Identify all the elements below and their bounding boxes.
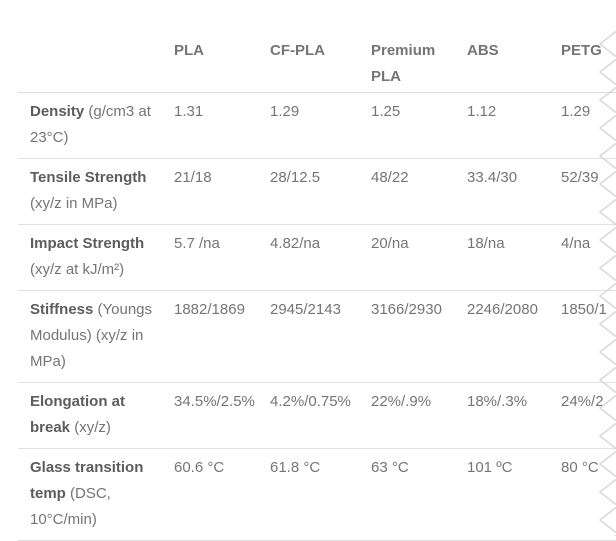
property-label: Stiffness (Youngs Modulus) (xy/z in MPa) [18,291,174,382]
property-name: Elongation at break [30,393,125,436]
value-cell: 33.4/30 [467,169,518,186]
value-cell: 52/39 [561,169,599,186]
column-header-cf-pla: CF-PLA [270,42,325,59]
property-detail: (xy/z) [70,419,111,436]
property-detail: (g/cm3 at 23°C) [30,103,151,146]
value-cell: 24%/2 [561,393,604,410]
property-detail: (Youngs Modulus) (xy/z in MPa) [30,301,153,370]
value-cell: 28/12.5 [270,169,321,186]
property-detail: (DSC, 10°C/min) [30,485,111,528]
table-row-stiffness: Stiffness (Youngs Modulus) (xy/z in MPa)… [18,291,616,383]
value-cell: 1.25 [371,103,401,120]
value-cell: 1850/1 [561,301,607,318]
value-cell: 63 °C [371,459,409,476]
value-cell: 34.5%/2.5% [174,393,255,410]
value-cell: 21/18 [174,169,212,186]
property-detail: (xy/z in MPa) [30,195,118,212]
value-cell: 61.8 °C [270,459,321,476]
value-cell: 2246/2080 [467,301,538,318]
value-cell: 20/na [371,235,409,252]
property-name: Stiffness [30,301,94,318]
value-cell: 1.29 [561,103,591,120]
column-header-pla: PLA [174,42,204,59]
value-cell: 48/22 [371,169,409,186]
value-cell: 2945/2143 [270,301,341,318]
property-name: Density [30,103,85,120]
property-name: Tensile Strength [30,169,147,186]
property-detail: (xy/z at kJ/m²) [30,261,125,278]
property-label: Elongation at break (xy/z) [18,383,174,448]
value-cell: 4.82/na [270,235,321,252]
value-cell: 80 °C [561,459,599,476]
value-cell: 60.6 °C [174,459,225,476]
column-header-petg: PETG [561,42,602,59]
value-cell: 18%/.3% [467,393,528,410]
value-cell: 22%/.9% [371,393,432,410]
column-header-premium-pla: Premium PLA [371,42,436,85]
property-name: Glass transition temp [30,459,144,502]
materials-comparison-table: PLA CF-PLA Premium PLA ABS PETG Density … [18,0,616,541]
column-header-abs: ABS [467,42,499,59]
value-cell: 1.31 [174,103,204,120]
property-label: Density (g/cm3 at 23°C) [18,93,174,158]
table-header-row: PLA CF-PLA Premium PLA ABS PETG [18,38,616,93]
value-cell: 101 ºC [467,459,513,476]
table-row-impact-strength: Impact Strength (xy/z at kJ/m²) 5.7 /na … [18,225,616,291]
value-cell: 1.29 [270,103,300,120]
value-cell: 1.12 [467,103,497,120]
value-cell: 4.2%/0.75% [270,393,351,410]
property-label: Tensile Strength (xy/z in MPa) [18,159,174,224]
value-cell: 18/na [467,235,505,252]
table-row-elongation: Elongation at break (xy/z) 34.5%/2.5% 4.… [18,383,616,449]
value-cell: 3166/2930 [371,301,442,318]
value-cell: 4/na [561,235,591,252]
table-row-glass-transition: Glass transition temp (DSC, 10°C/min) 60… [18,449,616,541]
value-cell: 5.7 /na [174,235,220,252]
property-name: Impact Strength [30,235,145,252]
table-row-tensile-strength: Tensile Strength (xy/z in MPa) 21/18 28/… [18,159,616,225]
value-cell: 1882/1869 [174,301,245,318]
table-row-density: Density (g/cm3 at 23°C) 1.31 1.29 1.25 1… [18,93,616,159]
property-label: Glass transition temp (DSC, 10°C/min) [18,449,174,540]
property-label: Impact Strength (xy/z at kJ/m²) [18,225,174,290]
